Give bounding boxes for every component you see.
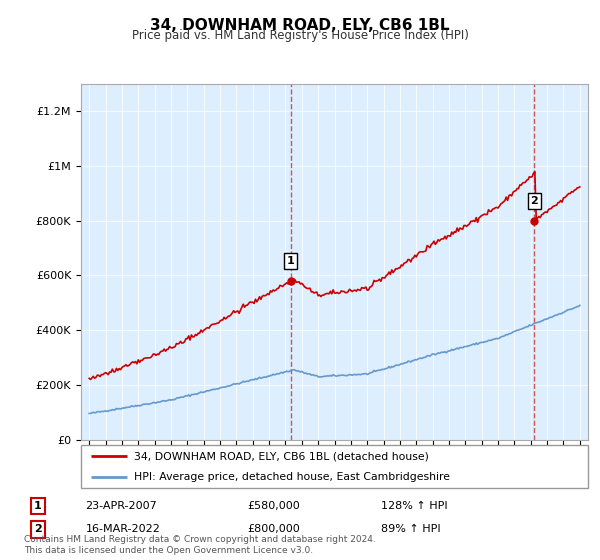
Text: £580,000: £580,000: [247, 501, 300, 511]
Text: 1: 1: [287, 256, 295, 266]
Text: 89% ↑ HPI: 89% ↑ HPI: [381, 525, 441, 534]
FancyBboxPatch shape: [81, 445, 588, 488]
Text: 34, DOWNHAM ROAD, ELY, CB6 1BL (detached house): 34, DOWNHAM ROAD, ELY, CB6 1BL (detached…: [134, 451, 429, 461]
Text: 16-MAR-2022: 16-MAR-2022: [85, 525, 160, 534]
Text: Price paid vs. HM Land Registry's House Price Index (HPI): Price paid vs. HM Land Registry's House …: [131, 29, 469, 42]
Text: £800,000: £800,000: [247, 525, 300, 534]
Text: 128% ↑ HPI: 128% ↑ HPI: [381, 501, 448, 511]
Text: HPI: Average price, detached house, East Cambridgeshire: HPI: Average price, detached house, East…: [134, 472, 450, 482]
Text: 23-APR-2007: 23-APR-2007: [85, 501, 157, 511]
Text: 34, DOWNHAM ROAD, ELY, CB6 1BL: 34, DOWNHAM ROAD, ELY, CB6 1BL: [150, 18, 450, 33]
Text: 2: 2: [530, 196, 538, 206]
Text: 1: 1: [34, 501, 42, 511]
Text: 2: 2: [34, 525, 42, 534]
Text: Contains HM Land Registry data © Crown copyright and database right 2024.
This d: Contains HM Land Registry data © Crown c…: [24, 535, 376, 554]
